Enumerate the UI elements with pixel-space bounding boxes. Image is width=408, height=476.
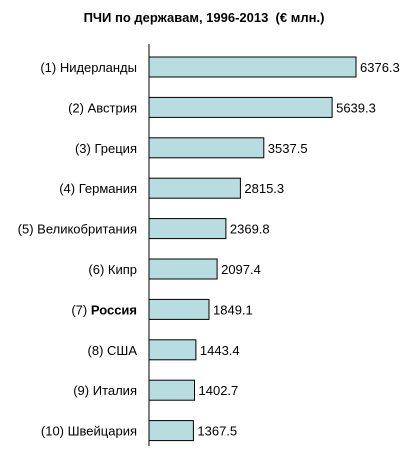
bar-6 bbox=[148, 258, 218, 280]
bar-1 bbox=[148, 56, 357, 78]
value-label-10: 1367.5 bbox=[197, 424, 237, 439]
category-label-7: (7) Россия bbox=[71, 302, 137, 317]
chart-title: ПЧИ по державам, 1996-2013 (€ млн.) bbox=[83, 10, 325, 25]
category-label-6: (6) Кипр bbox=[88, 262, 137, 277]
bar-10 bbox=[148, 420, 194, 442]
value-label-2: 5639.3 bbox=[336, 100, 376, 115]
bar-3 bbox=[148, 137, 265, 159]
value-label-1: 6376.3 bbox=[360, 60, 400, 75]
bar-5 bbox=[148, 218, 227, 240]
category-label-9: (9) Италия bbox=[73, 383, 137, 398]
bar-7 bbox=[148, 298, 210, 320]
category-label-1: (1) Нидерланды bbox=[40, 60, 137, 75]
value-label-7: 1849.1 bbox=[213, 302, 253, 317]
value-label-6: 2097.4 bbox=[221, 262, 261, 277]
category-label-5: (5) Великобритания bbox=[18, 222, 137, 237]
bar-2 bbox=[148, 96, 333, 118]
category-label-8: (8) США bbox=[88, 343, 138, 358]
category-label-10: (10) Швейцария bbox=[41, 424, 137, 439]
value-label-4: 2815.3 bbox=[244, 181, 284, 196]
category-label-2: (2) Австрия bbox=[68, 100, 137, 115]
bar-9 bbox=[148, 379, 195, 401]
value-label-8: 1443.4 bbox=[200, 343, 240, 358]
value-label-5: 2369.8 bbox=[230, 222, 270, 237]
category-label-3: (3) Греция bbox=[75, 141, 137, 156]
labels-layer: 6376.3 (1) Нидерланды 5639.3 (2) Австрия 353… bbox=[18, 60, 400, 439]
value-label-3: 3537.5 bbox=[268, 141, 308, 156]
bar-4 bbox=[148, 177, 241, 199]
bars-layer bbox=[148, 56, 357, 442]
bar-8 bbox=[148, 339, 197, 361]
category-label-4: (4) Германия bbox=[59, 181, 137, 196]
value-label-9: 1402.7 bbox=[199, 383, 239, 398]
